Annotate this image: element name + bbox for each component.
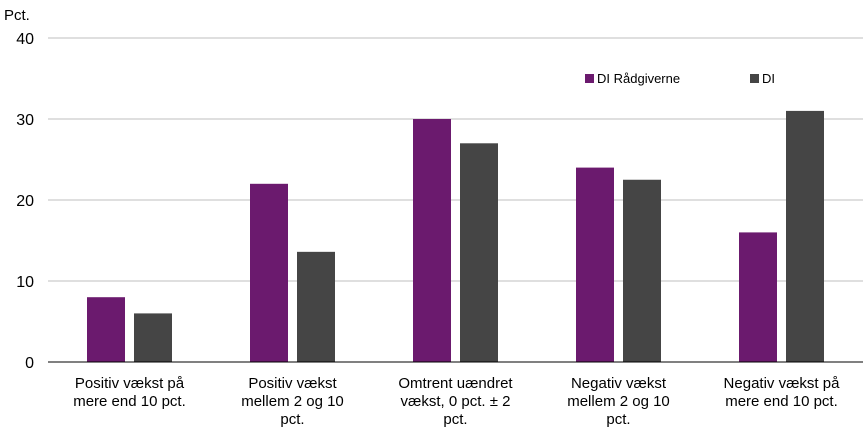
y-unit-label: Pct.	[4, 7, 30, 24]
y-tick-label: 30	[16, 112, 34, 129]
y-axis-ticks: 0 10 20 30 40	[16, 31, 34, 372]
x-category-label: Negativ vækst på mere end 10 pct.	[724, 375, 841, 410]
bar-di	[623, 179, 661, 362]
gridlines	[48, 37, 863, 282]
legend-swatch	[750, 74, 759, 83]
legend-label: DI	[762, 71, 775, 86]
bar-di	[460, 143, 498, 362]
x-category-label: Omtrent uændret vækst, 0 pct. ± 2 pct.	[398, 375, 513, 428]
x-category-label: Positiv vækst mellem 2 og 10 pct.	[241, 375, 344, 428]
bar-di	[786, 110, 824, 363]
y-tick-label: 0	[25, 355, 34, 372]
legend-swatch	[585, 74, 594, 83]
y-tick-label: 10	[16, 274, 34, 291]
legend: DI Rådgiverne DI	[585, 71, 775, 86]
bar-di-raadgiverne	[87, 297, 125, 362]
bars	[87, 110, 824, 363]
y-tick-label: 20	[16, 193, 34, 210]
x-axis-category-labels: Positiv vækst på mere end 10 pct. Positiv …	[73, 375, 840, 428]
y-tick-label: 40	[16, 31, 34, 48]
bar-di-raadgiverne	[576, 167, 614, 362]
x-category-label: Negativ vækst mellem 2 og 10 pct.	[567, 375, 670, 428]
x-category-label: Positiv vækst på mere end 10 pct.	[73, 375, 186, 410]
bar-di-raadgiverne	[413, 119, 451, 362]
bar-di	[134, 313, 172, 362]
bar-di-raadgiverne	[250, 183, 288, 362]
bar-di	[297, 251, 335, 362]
legend-label: DI Rådgiverne	[597, 71, 680, 86]
bar-di-raadgiverne	[739, 232, 777, 362]
